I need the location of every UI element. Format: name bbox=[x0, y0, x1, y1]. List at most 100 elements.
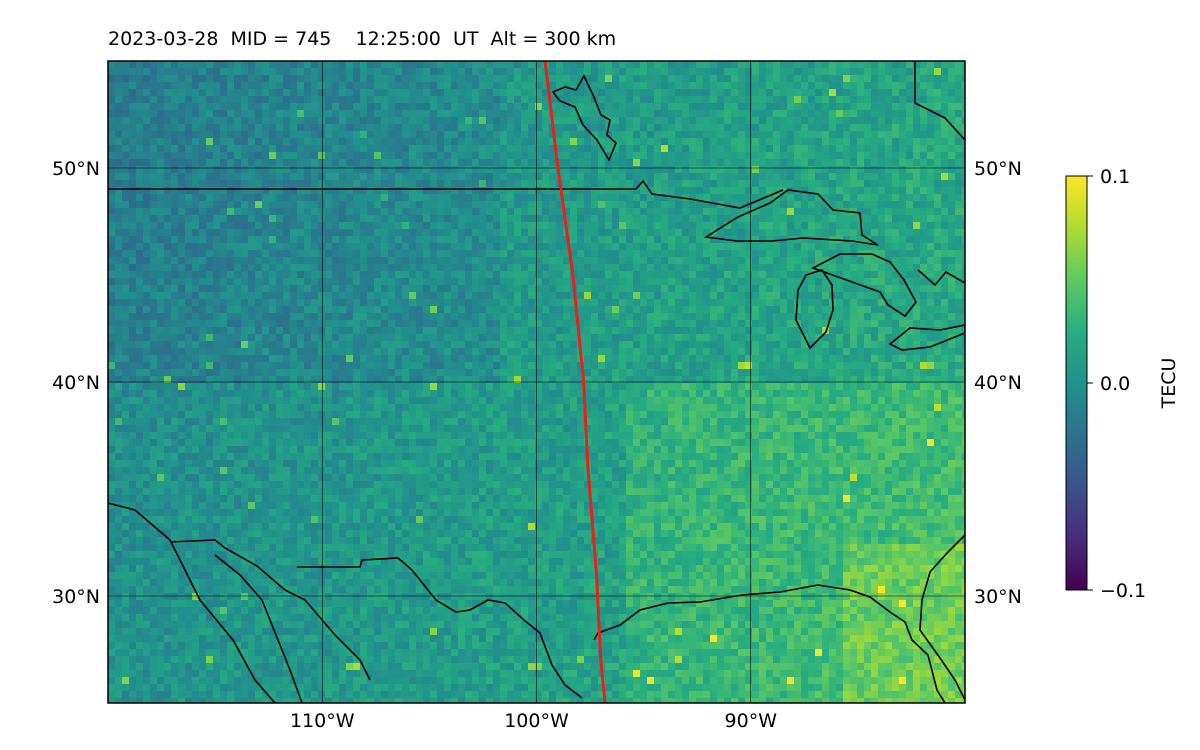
heatmap-cell bbox=[724, 208, 731, 215]
heatmap-cell bbox=[521, 201, 528, 208]
heatmap-cell bbox=[283, 166, 290, 173]
heatmap-cell bbox=[955, 320, 962, 327]
heatmap-cell bbox=[941, 313, 948, 320]
heatmap-cell bbox=[500, 264, 507, 271]
heatmap-cell bbox=[199, 145, 206, 152]
heatmap-cell bbox=[598, 89, 605, 96]
heatmap-cell bbox=[143, 320, 150, 327]
heatmap-cell bbox=[262, 194, 269, 201]
heatmap-cell bbox=[906, 264, 913, 271]
heatmap-cell bbox=[850, 320, 857, 327]
heatmap-cell bbox=[192, 271, 199, 278]
heatmap-cell bbox=[661, 124, 668, 131]
heatmap-cell bbox=[927, 285, 934, 292]
heatmap-cell bbox=[318, 180, 325, 187]
heatmap-cell bbox=[339, 292, 346, 299]
heatmap-cell bbox=[192, 117, 199, 124]
heatmap-cell bbox=[402, 341, 409, 348]
heatmap-cell bbox=[605, 271, 612, 278]
heatmap-cell bbox=[885, 187, 892, 194]
heatmap-cell bbox=[955, 173, 962, 180]
heatmap-cell bbox=[437, 313, 444, 320]
heatmap-cell bbox=[815, 306, 822, 313]
heatmap-cell bbox=[444, 313, 451, 320]
heatmap-cell bbox=[871, 215, 878, 222]
heatmap-cell bbox=[619, 194, 626, 201]
heatmap-cell bbox=[605, 215, 612, 222]
heatmap-cell bbox=[836, 313, 843, 320]
heatmap-cell bbox=[444, 152, 451, 159]
heatmap-cell bbox=[619, 243, 626, 250]
heatmap-cell bbox=[164, 89, 171, 96]
heatmap-cell bbox=[115, 306, 122, 313]
heatmap-cell bbox=[934, 89, 941, 96]
heatmap-cell bbox=[626, 278, 633, 285]
heatmap-cell bbox=[311, 131, 318, 138]
heatmap-cell bbox=[654, 180, 661, 187]
heatmap-cell bbox=[556, 61, 563, 68]
heatmap-cell bbox=[542, 110, 549, 117]
heatmap-cell bbox=[773, 334, 780, 341]
heatmap-cell bbox=[353, 180, 360, 187]
heatmap-cell bbox=[773, 264, 780, 271]
heatmap-cell bbox=[234, 68, 241, 75]
heatmap-cell bbox=[675, 89, 682, 96]
heatmap-cell bbox=[150, 159, 157, 166]
heatmap-cell bbox=[843, 103, 850, 110]
heatmap-cell bbox=[381, 306, 388, 313]
heatmap-cell bbox=[612, 271, 619, 278]
heatmap-cell bbox=[451, 103, 458, 110]
heatmap-cell bbox=[164, 166, 171, 173]
heatmap-cell bbox=[871, 152, 878, 159]
heatmap-cell bbox=[318, 124, 325, 131]
heatmap-cell bbox=[430, 180, 437, 187]
heatmap-cell bbox=[577, 166, 584, 173]
heatmap-cell bbox=[927, 194, 934, 201]
heatmap-cell bbox=[276, 243, 283, 250]
heatmap-cell bbox=[241, 320, 248, 327]
heatmap-cell bbox=[892, 299, 899, 306]
heatmap-cell bbox=[913, 138, 920, 145]
heatmap-cell bbox=[766, 243, 773, 250]
heatmap-cell bbox=[199, 250, 206, 257]
heatmap-cell bbox=[164, 334, 171, 341]
heatmap-cell bbox=[927, 61, 934, 68]
heatmap-cell bbox=[500, 243, 507, 250]
heatmap-cell bbox=[962, 96, 965, 103]
heatmap-cell bbox=[171, 173, 178, 180]
heatmap-cell bbox=[276, 138, 283, 145]
heatmap-cell bbox=[787, 299, 794, 306]
heatmap-cell bbox=[241, 278, 248, 285]
heatmap-cell bbox=[948, 208, 955, 215]
heatmap-cell bbox=[332, 89, 339, 96]
heatmap-cell bbox=[269, 292, 276, 299]
heatmap-cell bbox=[297, 138, 304, 145]
heatmap-cell bbox=[241, 250, 248, 257]
heatmap-cell bbox=[794, 243, 801, 250]
heatmap-cell bbox=[332, 82, 339, 89]
heatmap-cell bbox=[122, 271, 129, 278]
heatmap-cell bbox=[514, 320, 521, 327]
heatmap-cell bbox=[500, 327, 507, 334]
heatmap-cell bbox=[108, 68, 115, 75]
heatmap-cell bbox=[311, 89, 318, 96]
heatmap-cell bbox=[787, 194, 794, 201]
heatmap-cell bbox=[430, 285, 437, 292]
heatmap-cell bbox=[696, 117, 703, 124]
heatmap-cell bbox=[227, 82, 234, 89]
heatmap-cell bbox=[500, 82, 507, 89]
heatmap-cell bbox=[696, 68, 703, 75]
heatmap-cell bbox=[843, 257, 850, 264]
heatmap-cell bbox=[381, 173, 388, 180]
heatmap-cell bbox=[815, 194, 822, 201]
heatmap-cell bbox=[864, 257, 871, 264]
heatmap-cell bbox=[311, 159, 318, 166]
heatmap-cell bbox=[745, 131, 752, 138]
heatmap-cell bbox=[465, 166, 472, 173]
heatmap-cell bbox=[836, 103, 843, 110]
heatmap-cell bbox=[759, 299, 766, 306]
heatmap-cell bbox=[283, 320, 290, 327]
heatmap-cell bbox=[864, 201, 871, 208]
heatmap-cell bbox=[150, 264, 157, 271]
heatmap-cell bbox=[836, 292, 843, 299]
